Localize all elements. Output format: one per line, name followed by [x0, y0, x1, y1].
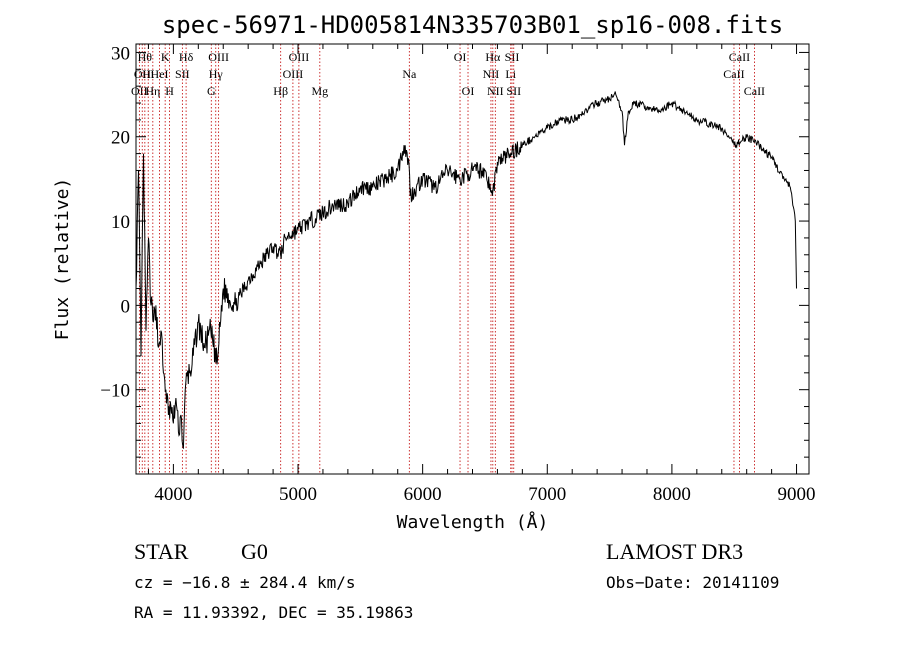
line-label: OI: [462, 84, 475, 98]
chart-title: spec-56971-HD005814N335703B01_sp16-008.f…: [162, 11, 783, 39]
line-label: H: [165, 84, 174, 98]
spectrum-line: [135, 91, 797, 449]
y-tick-label: 0: [121, 296, 131, 317]
line-label: NII: [487, 84, 504, 98]
line-label: SII: [506, 84, 521, 98]
line-label: K: [161, 50, 170, 64]
line-label: Mg: [311, 84, 328, 98]
line-label: OII: [134, 67, 151, 81]
line-label: CaII: [723, 67, 744, 81]
line-label: G: [207, 84, 216, 98]
subclass: G0: [241, 539, 268, 564]
line-label: SII: [505, 50, 520, 64]
line-label: CaII: [729, 50, 750, 64]
line-label: Hθ: [138, 50, 153, 64]
line-label: OI: [454, 50, 467, 64]
obs-date: Obs−Date: 20141109: [606, 573, 780, 592]
line-label: CaII: [744, 84, 765, 98]
line-label: Hβ: [273, 84, 288, 98]
x-tick-label: 5000: [279, 484, 317, 505]
line-label: Hδ: [179, 50, 194, 64]
line-label: OIII: [208, 50, 229, 64]
x-axis-label: Wavelength (Å): [397, 511, 549, 533]
line-label: Hη: [145, 84, 160, 98]
x-tick-label: 7000: [528, 484, 566, 505]
x-tick-label: 8000: [653, 484, 691, 505]
line-label: Na: [402, 67, 417, 81]
y-tick-label: 30: [111, 43, 130, 64]
coordinates: RA = 11.93392, DEC = 35.19863: [134, 603, 414, 622]
line-label: HeI: [151, 67, 169, 81]
x-tick-label: 9000: [778, 484, 816, 505]
plot-frame: [135, 43, 810, 475]
line-label: OIII: [283, 67, 304, 81]
y-tick-label: −10: [100, 381, 130, 402]
line-label: Hα: [485, 50, 501, 64]
y-tick-label: 10: [111, 212, 130, 233]
x-tick-label: 4000: [154, 484, 192, 505]
line-label: NII: [483, 67, 500, 81]
line-label: OIII: [289, 50, 310, 64]
line-label: Hγ: [209, 67, 224, 81]
survey-label: LAMOST DR3: [606, 539, 744, 564]
line-label: OII: [131, 84, 148, 98]
y-axis-label: Flux (relative): [52, 178, 73, 341]
y-tick-label: 20: [111, 128, 130, 149]
redshift-cz: cz = −16.8 ± 284.4 km/s: [134, 573, 356, 592]
line-label: Li: [505, 67, 516, 81]
line-label: SII: [175, 67, 190, 81]
object-class: STAR: [134, 539, 189, 564]
x-tick-label: 6000: [404, 484, 442, 505]
line-label: Hι: [142, 67, 155, 81]
